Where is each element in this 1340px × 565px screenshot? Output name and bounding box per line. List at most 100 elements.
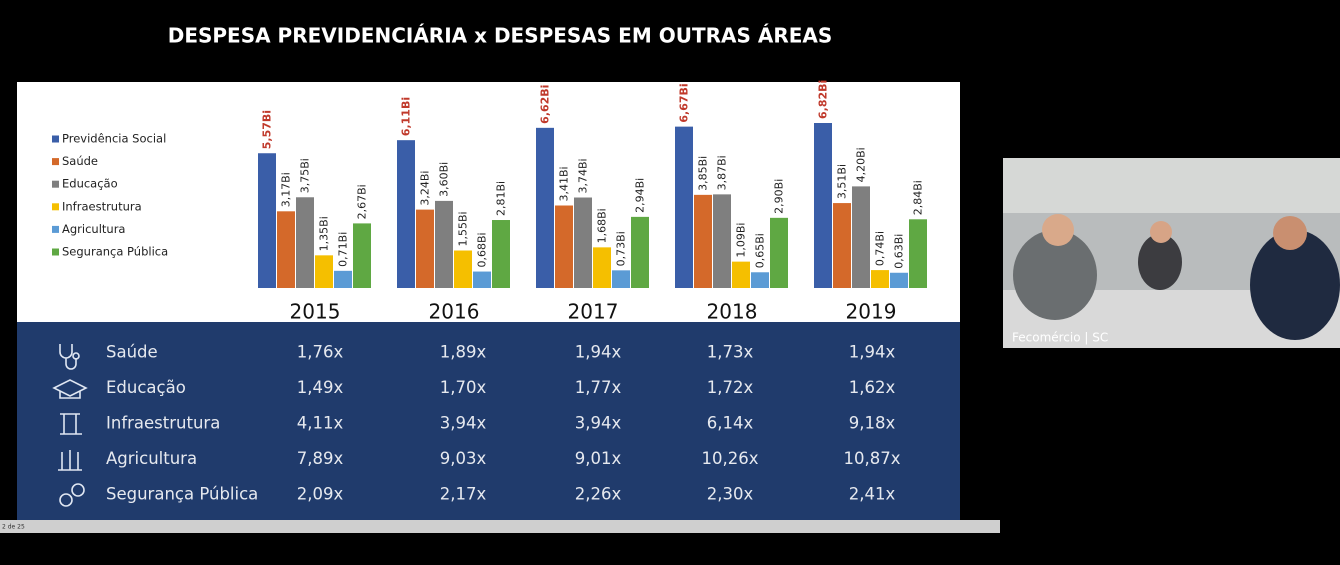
x-tick-label: 2017: [568, 300, 619, 324]
row-label: Infraestrutura: [106, 414, 220, 433]
row-label: Saúde: [106, 343, 158, 362]
ratio-cell: 3,94x: [575, 414, 622, 433]
ratio-cell: 4,11x: [297, 414, 344, 433]
row-label: Educação: [106, 378, 186, 397]
value-label: 3,87Bi: [716, 155, 729, 190]
slide-counter: 2 de 25: [2, 524, 25, 531]
value-label: 1,68Bi: [596, 208, 609, 243]
bar: [631, 216, 649, 288]
ratio-cell: 1,89x: [440, 343, 487, 362]
bar: [473, 271, 491, 288]
ratio-cell: 9,01x: [575, 449, 622, 468]
value-label: 2,67Bi: [356, 184, 369, 219]
ratio-cell: 1,49x: [297, 378, 344, 397]
icon-education: [52, 379, 88, 399]
value-label: 0,65Bi: [754, 233, 767, 268]
bar: [909, 219, 927, 288]
ratio-cell: 2,17x: [440, 485, 487, 504]
bar: [833, 203, 851, 288]
ratio-cell: 2,41x: [849, 485, 896, 504]
legend-label: Infraestrutura: [62, 199, 142, 213]
bar: [890, 272, 908, 288]
video-tile: Fecomércio | SC: [1003, 158, 1340, 348]
value-label: 3,51Bi: [836, 164, 849, 199]
value-label: 6,82Bi: [817, 80, 830, 119]
legend-label: Educação: [62, 177, 118, 191]
ratio-cell: 1,62x: [849, 378, 896, 397]
bar: [416, 209, 434, 288]
ratio-cell: 1,73x: [707, 343, 754, 362]
x-tick-label: 2015: [290, 300, 341, 324]
legend-label: Previdência Social: [62, 132, 166, 146]
ratio-cell: 2,09x: [297, 485, 344, 504]
bar: [334, 270, 352, 288]
legend-label: Agricultura: [62, 222, 125, 236]
value-label: 0,68Bi: [476, 232, 489, 267]
value-label: 1,09Bi: [735, 223, 748, 258]
video-person: [1250, 230, 1340, 340]
slide-title: DESPESA PREVIDENCIÁRIA x DESPESAS EM OUT…: [168, 24, 833, 48]
bar: [536, 127, 554, 288]
value-label: 1,35Bi: [318, 216, 331, 251]
bar: [454, 250, 472, 288]
video-wall: [1003, 158, 1340, 213]
ratio-cell: 1,72x: [707, 378, 754, 397]
icon-agriculture: [58, 450, 82, 471]
icon-health: [59, 344, 77, 370]
bar: [397, 140, 415, 288]
video-caption: Fecomércio | SC: [1012, 331, 1108, 345]
ratio-cell: 2,26x: [575, 485, 622, 504]
ratio-cell: 1,76x: [297, 343, 344, 362]
ratio-cell: 3,94x: [440, 414, 487, 433]
ratio-cell: 1,94x: [575, 343, 622, 362]
video-person-head: [1042, 214, 1074, 246]
bar: [574, 197, 592, 288]
video-person-head: [1273, 216, 1307, 250]
legend-swatch: [52, 180, 59, 188]
status-bar: [0, 520, 1000, 533]
value-label: 2,84Bi: [912, 180, 925, 215]
value-label: 2,90Bi: [773, 179, 786, 214]
value-label: 3,41Bi: [558, 166, 571, 201]
bar: [770, 217, 788, 288]
table-icons: [52, 344, 88, 507]
icon-health-dot: [72, 352, 80, 360]
bar: [353, 223, 371, 288]
ratio-cell: 2,30x: [707, 485, 754, 504]
bar: [871, 270, 889, 288]
bar: [555, 205, 573, 288]
value-label: 0,73Bi: [615, 231, 628, 266]
legend-swatch: [52, 135, 59, 143]
ratio-cell: 10,26x: [701, 449, 758, 468]
ratio-cell: 6,14x: [707, 414, 754, 433]
value-label: 3,75Bi: [299, 158, 312, 193]
value-label: 6,62Bi: [539, 85, 552, 124]
ratio-cell: 7,89x: [297, 449, 344, 468]
value-label: 2,94Bi: [634, 178, 647, 213]
bar: [593, 247, 611, 288]
ratio-cell: 1,77x: [575, 378, 622, 397]
legend-swatch: [52, 248, 59, 256]
bar: [814, 123, 832, 288]
value-label: 3,85Bi: [697, 156, 710, 191]
bar: [277, 211, 295, 288]
value-label: 3,60Bi: [438, 162, 451, 197]
icon-security-b: [71, 483, 85, 497]
bar: [713, 194, 731, 288]
bar: [675, 126, 693, 289]
ratio-cell: 10,87x: [843, 449, 900, 468]
bar: [435, 200, 453, 288]
row-label: Agricultura: [106, 449, 197, 468]
value-label: 3,17Bi: [280, 172, 293, 207]
bar: [732, 261, 750, 288]
legend-swatch: [52, 203, 59, 211]
bar: [751, 272, 769, 288]
bar: [852, 186, 870, 288]
icon-security-a: [59, 493, 73, 507]
value-label: 6,11Bi: [400, 97, 413, 136]
bar: [315, 255, 333, 288]
value-label: 0,71Bi: [337, 232, 350, 267]
bar: [258, 153, 276, 288]
x-tick-label: 2016: [429, 300, 480, 324]
